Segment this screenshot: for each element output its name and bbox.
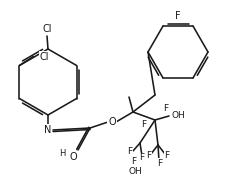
- Text: F: F: [163, 104, 168, 112]
- Text: F: F: [142, 120, 147, 129]
- Text: Cl: Cl: [39, 52, 49, 62]
- Text: H: H: [59, 148, 65, 158]
- Text: N: N: [44, 125, 52, 135]
- Text: F: F: [146, 151, 152, 159]
- Text: O: O: [108, 117, 116, 127]
- Text: Cl: Cl: [42, 24, 52, 34]
- Text: F: F: [164, 151, 169, 159]
- Text: O: O: [69, 152, 77, 162]
- Text: F: F: [158, 159, 163, 168]
- Text: F: F: [127, 147, 133, 156]
- Text: F: F: [139, 154, 144, 163]
- Text: OH: OH: [171, 111, 185, 120]
- Text: F: F: [131, 156, 136, 165]
- Text: F: F: [175, 11, 181, 21]
- Text: OH: OH: [128, 167, 142, 176]
